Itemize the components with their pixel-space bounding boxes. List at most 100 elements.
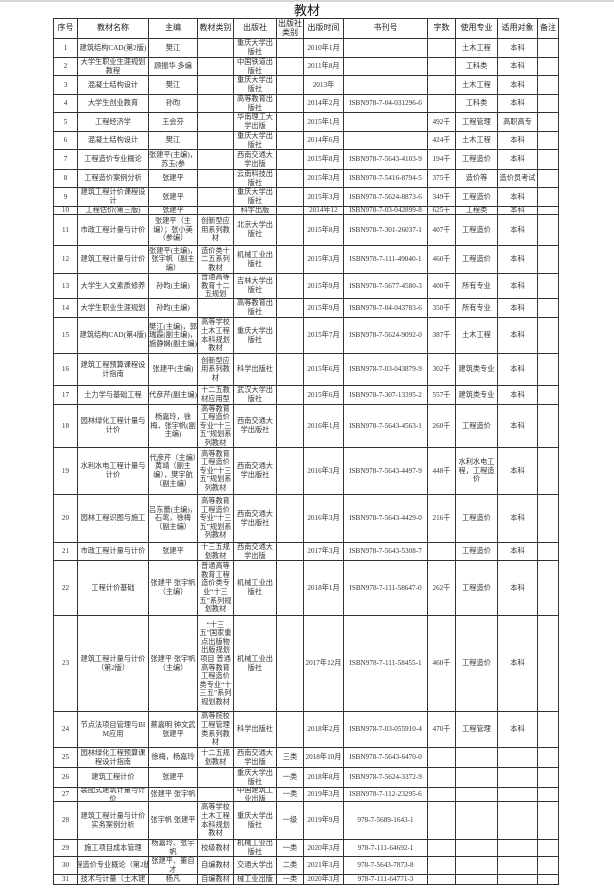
cell-text-isbn: ISBN978-7-5624-3372-9 xyxy=(349,773,422,782)
table-row: 12 建筑工程计量与计价 张建平(主编)，张宇帆（副主编） 造价类十二五系列教材 机械工… xyxy=(53,245,559,274)
cell-text-word-count xyxy=(428,857,455,874)
cell-text-isbn: ISBN978-7-5643-4497-9 xyxy=(349,466,422,475)
cell-text-pub-date: 2016年3月 xyxy=(307,514,340,523)
header-name: 教材名称 xyxy=(77,18,149,39)
cell-text-pub-date: 2015年6月 xyxy=(307,390,340,399)
cell-isbn: 978-7-111-64771-3 xyxy=(343,874,428,885)
cell-word-count: 350千 xyxy=(427,298,456,318)
cell-text-publisher-class xyxy=(277,95,303,112)
table-row: 6 混凝土结构设计 樊江 重庆大学出版社 2014年6月 424千 土木工程 本科 xyxy=(53,131,559,150)
cell-text-remarks xyxy=(538,76,558,94)
cell-text-remarks xyxy=(538,274,558,298)
table-row: 29 施工项目成本管理 杨嘉玲、张宇帆 校级教材 机械工业出版社 一类 2020年3月 978… xyxy=(53,839,559,857)
cell-word-count: 625千 xyxy=(427,206,456,215)
cell-editor: 杨凡 xyxy=(148,874,198,885)
cell-text-audience xyxy=(498,875,537,884)
cell-pub-date: 2018年2月 xyxy=(303,711,344,748)
cell-publisher-class xyxy=(276,169,304,188)
cell-text-publisher-class xyxy=(277,561,303,615)
cell-text-seq: 7 xyxy=(63,155,68,164)
cell-major: 土木工程 xyxy=(455,38,498,58)
cell-text-category: 自编教材 xyxy=(201,861,230,870)
cell-text-pub-date: 2010年1月 xyxy=(307,43,340,52)
cell-pub-date: 2014年6月 xyxy=(303,131,344,150)
cell-publisher: 吉林大学出版社 xyxy=(233,273,277,299)
cell-remarks xyxy=(537,131,559,150)
cell-text-word-count: 349千 xyxy=(432,192,451,201)
cell-audience: 本科 xyxy=(497,38,538,58)
cell-publisher-class xyxy=(276,38,304,58)
cell-text-major: 工科类 xyxy=(465,99,488,108)
cell-text-isbn: ISBN978-7-5624-8873-6 xyxy=(349,192,422,201)
cell-text-pub-date: 2017年3月 xyxy=(307,547,340,556)
cell-text-pub-date: 2011年8月 xyxy=(307,62,340,71)
cell-text-pub-date: 2021年3月 xyxy=(307,861,340,870)
cell-publisher-class: 一类 xyxy=(276,767,304,788)
cell-text-category: 高等教育工程造价专业“十三五”规划系列教材 xyxy=(199,449,232,492)
cell-word-count xyxy=(427,767,456,788)
cell-text-seq: 22 xyxy=(61,583,70,592)
cell-publisher-class: 二类 xyxy=(276,856,304,875)
cell-text-word-count xyxy=(428,748,455,767)
cell-isbn: ISBN978-7-5624-3372-9 xyxy=(343,767,428,788)
cell-text-major: 工程造价 xyxy=(462,192,491,201)
cell-text-editor: 张建平 张宇帆（主编） xyxy=(150,654,196,672)
cell-word-count: 400千 xyxy=(427,273,456,299)
cell-publisher: 重庆大学出版社 xyxy=(233,131,277,150)
cell-major: 土木工程 xyxy=(455,317,498,354)
cell-category: 高等教育工程造价专业“十三五”规划系列教材 xyxy=(197,494,234,543)
cell-word-count: 460千 xyxy=(427,245,456,274)
cell-isbn: ISBN978-7-5624-8873-6 xyxy=(343,187,428,207)
cell-publisher: 高等教育出版社 xyxy=(233,94,277,113)
cell-text-pub-date: 2015年1月 xyxy=(307,117,340,126)
cell-text-seq: 10 xyxy=(61,207,70,214)
cell-text-isbn: ISBN978-7-301-26037-1 xyxy=(349,225,422,234)
cell-text-pub-date: 2015年9月 xyxy=(307,281,340,290)
cell-text-remarks xyxy=(538,840,558,856)
cell-audience: 本科 xyxy=(497,494,538,543)
cell-text-remarks xyxy=(538,802,558,839)
cell-text-seq: 8 xyxy=(63,174,68,183)
cell-text-pub-date: 2017年12月 xyxy=(305,659,342,668)
table-row: 3 混凝土结构设计 樊江 重庆大学出版社 2013年 土木工程 本科 xyxy=(53,75,559,95)
cell-text-seq: 26 xyxy=(61,773,70,782)
cell-word-count: 387千 xyxy=(427,317,456,354)
cell-seq: 18 xyxy=(53,404,78,448)
cell-text-isbn: ISBN978-7-5624-9092-0 xyxy=(349,331,422,340)
cell-text-word-count: 492千 xyxy=(432,117,451,126)
cell-name: 市政工程计量与计价 xyxy=(77,542,149,561)
cell-text-remarks xyxy=(538,207,558,214)
cell-text-major: 建筑类专业 xyxy=(458,365,495,374)
cell-text-isbn: ISBN978-7-5643-5308-7 xyxy=(349,547,422,556)
cell-editor: 张宇帆 张建平 xyxy=(148,801,198,840)
cell-text-word-count xyxy=(428,76,455,94)
cell-text-audience: 本科 xyxy=(510,281,525,290)
cell-isbn: ISBN978-7-5416-8794-5 xyxy=(343,169,428,188)
cell-text-seq: 6 xyxy=(63,136,68,145)
cell-category xyxy=(197,112,234,132)
cell-text-isbn: ISBN978-7-111-58455-1 xyxy=(349,659,422,668)
cell-text-remarks xyxy=(538,857,558,874)
cell-pub-date: 2017年12月 xyxy=(303,615,344,712)
cell-major: 土木工程 xyxy=(455,131,498,150)
cell-editor: 张建平(主编) xyxy=(148,353,198,386)
cell-text-name: 园林工程识图与施工 xyxy=(80,514,146,523)
cell-text-publisher-class xyxy=(277,246,303,273)
cell-text-major xyxy=(456,857,497,874)
cell-text-major: 工程造价 xyxy=(462,659,491,668)
cell-publisher: 西南交通大学出版社 xyxy=(233,404,277,448)
table-row: 4 大学生创业教育 孙昀 高等教育出版社 2014年2月 ISBN978-7-04-031… xyxy=(53,94,559,113)
cell-seq: 24 xyxy=(53,711,78,748)
cell-audience: 本科 xyxy=(497,206,538,215)
cell-text-major xyxy=(456,748,497,767)
cell-text-publisher: 吉林大学出版社 xyxy=(237,277,273,294)
cell-remarks xyxy=(537,542,559,561)
cell-name: 建筑工程计价课程设计 xyxy=(77,187,149,207)
cell-pub-date: 2015年6月 xyxy=(303,353,344,386)
cell-name: 水利水电工程计量与计价 xyxy=(77,447,149,495)
cell-publisher-class xyxy=(276,273,304,299)
cell-text-remarks xyxy=(538,113,558,131)
cell-category: “十三五”国家重点出版物出版规划项目 普通高等教育工程造价类专业“十三五”系列规… xyxy=(197,615,234,712)
cell-audience xyxy=(497,801,538,840)
cell-name: 园林工程识图与施工 xyxy=(77,494,149,543)
